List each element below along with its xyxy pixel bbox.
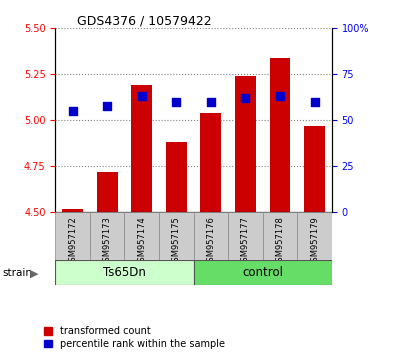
Bar [131, 85, 152, 212]
Bar [194, 212, 228, 260]
Bar [159, 212, 194, 260]
Text: control: control [242, 266, 283, 279]
Legend: transformed count, percentile rank within the sample: transformed count, percentile rank withi… [44, 326, 225, 349]
Point [277, 93, 283, 99]
Text: GSM957177: GSM957177 [241, 216, 250, 267]
Point [139, 93, 145, 99]
Point [311, 99, 318, 105]
Text: Ts65Dn: Ts65Dn [103, 266, 146, 279]
Text: GSM957175: GSM957175 [172, 216, 181, 267]
Bar [62, 209, 83, 212]
Bar [235, 76, 256, 212]
Point [242, 96, 248, 101]
Point [208, 99, 214, 105]
Point [70, 108, 76, 114]
Point [173, 99, 179, 105]
Text: GSM957173: GSM957173 [103, 216, 112, 267]
Bar [166, 142, 187, 212]
Bar [201, 113, 221, 212]
Bar [55, 260, 194, 285]
Bar [97, 172, 118, 212]
Text: strain: strain [2, 268, 32, 278]
Bar [269, 58, 290, 212]
Bar [124, 212, 159, 260]
Bar [90, 212, 124, 260]
Text: GDS4376 / 10579422: GDS4376 / 10579422 [77, 14, 212, 27]
Bar [228, 212, 263, 260]
Text: GSM957174: GSM957174 [137, 216, 146, 267]
Text: GSM957176: GSM957176 [206, 216, 215, 267]
Text: GSM957179: GSM957179 [310, 216, 319, 267]
Bar [304, 126, 325, 212]
Bar [297, 212, 332, 260]
Bar [55, 212, 90, 260]
Text: GSM957178: GSM957178 [275, 216, 284, 267]
Point [104, 103, 110, 108]
Bar [194, 260, 332, 285]
Bar [263, 212, 297, 260]
Text: ▶: ▶ [30, 269, 39, 279]
Text: GSM957172: GSM957172 [68, 216, 77, 267]
